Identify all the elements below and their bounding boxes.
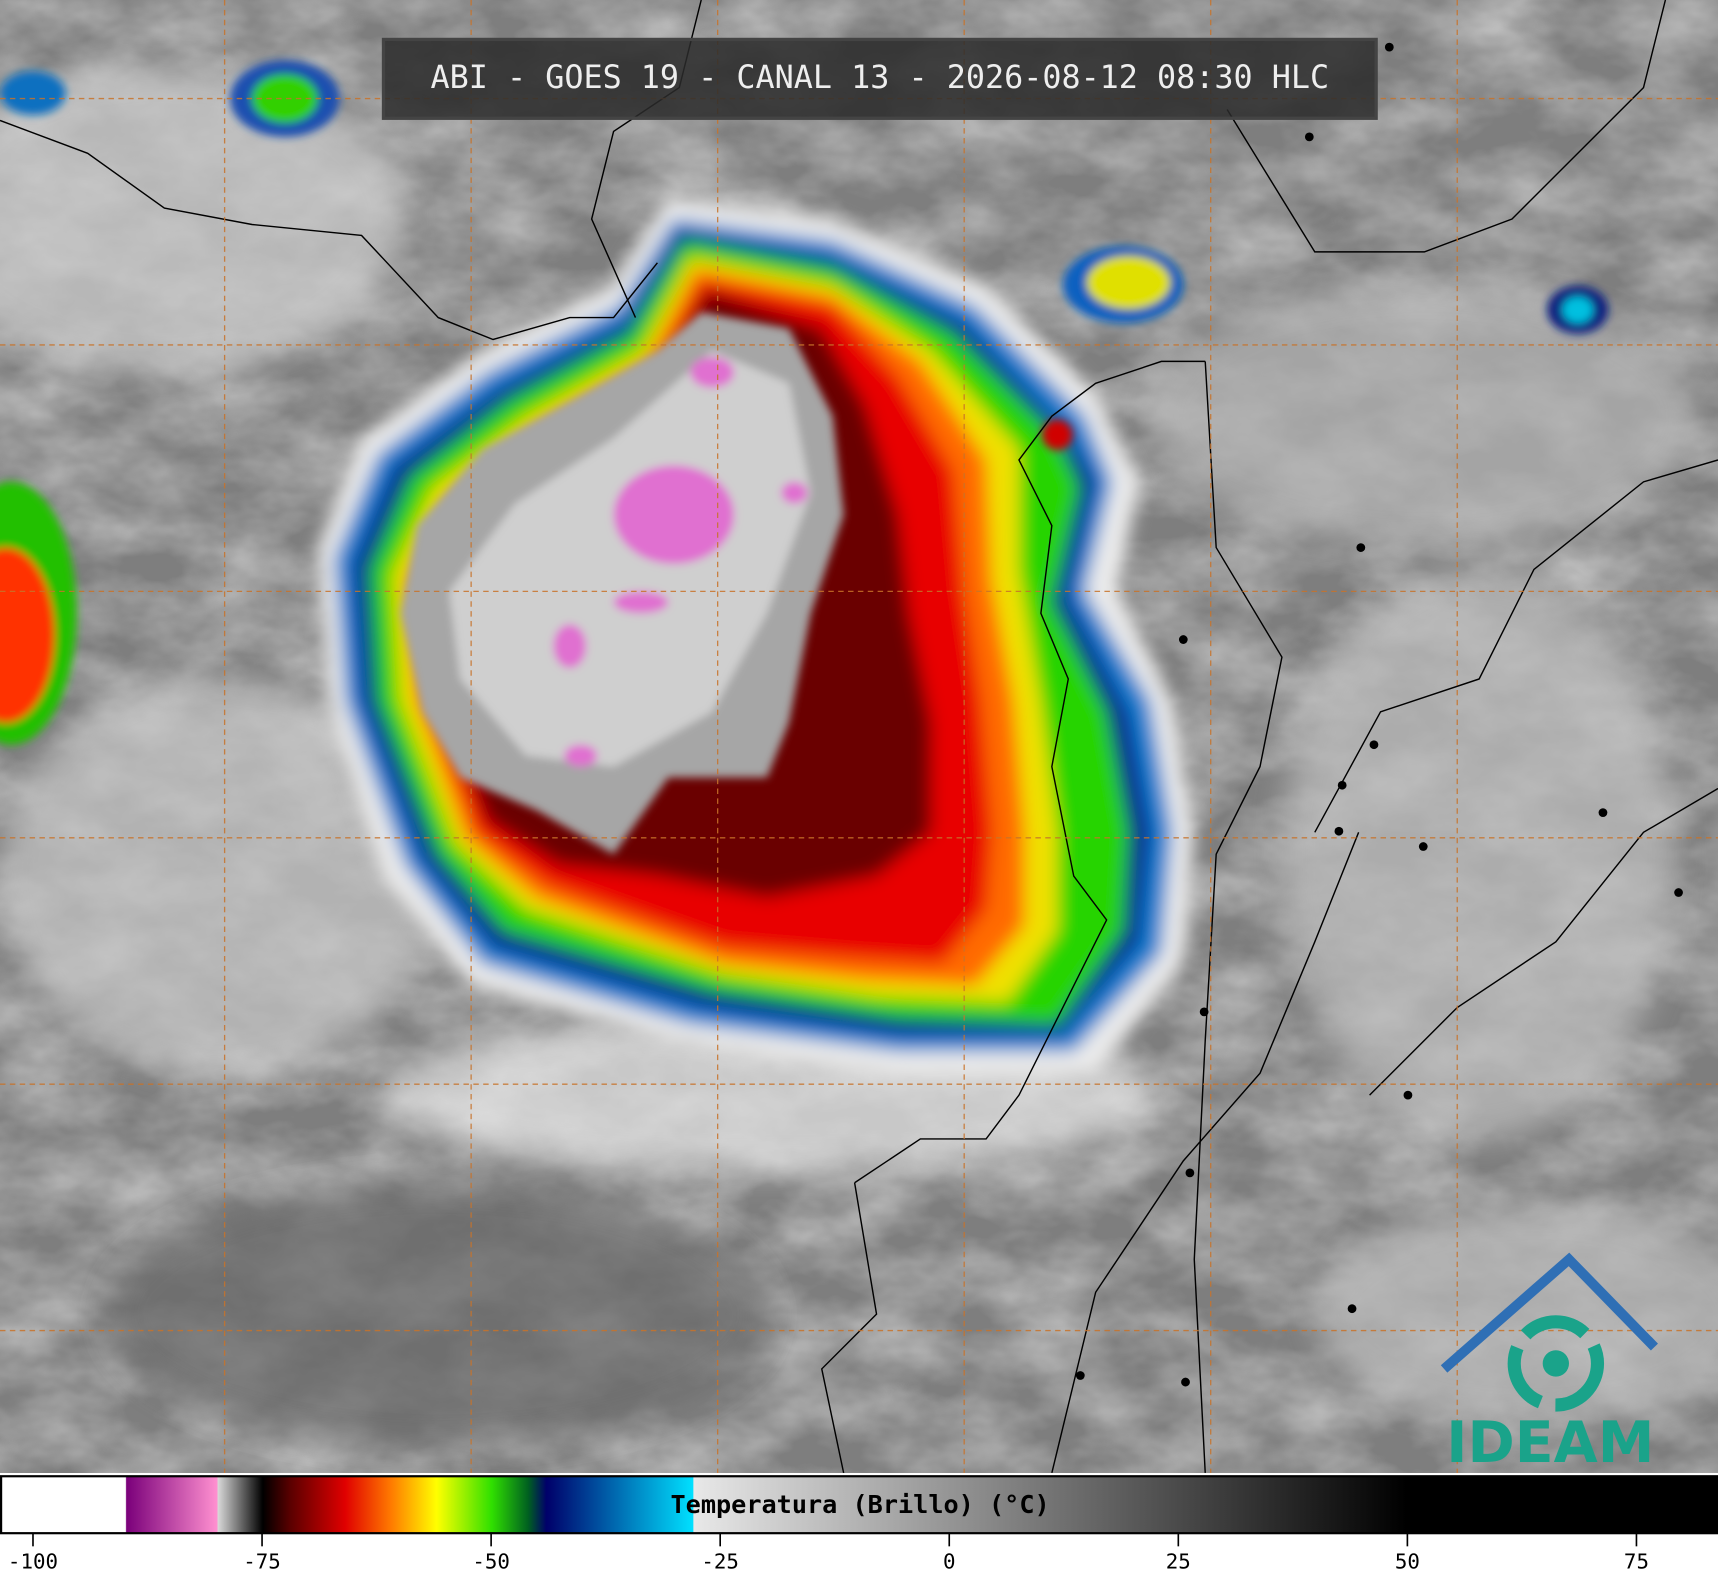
colorbar-tick-label: 75 xyxy=(1624,1550,1649,1574)
graticule xyxy=(0,0,1718,1473)
colorbar-tick-label: -50 xyxy=(472,1550,510,1574)
colorbar: Temperatura (Brillo) (°C) -100 -75 -50 -25 0 2… xyxy=(0,1475,1718,1574)
colorbar-tick-label: -25 xyxy=(701,1550,739,1574)
imagery xyxy=(0,0,1718,1474)
logo: IDEAM xyxy=(1440,1252,1658,1476)
logo-text: IDEAM xyxy=(1446,1410,1654,1476)
colorbar-tick-label: -75 xyxy=(243,1550,281,1574)
title: ABI - GOES 19 - CANAL 13 - 2026-08-12 08… xyxy=(430,60,1329,96)
colorbar-label: Temperatura (Brillo) (°C) xyxy=(670,1490,1049,1519)
colorbar-tick-label: -100 xyxy=(8,1550,58,1574)
colorbar-tick-label: 25 xyxy=(1166,1550,1191,1574)
colorbar-gradient xyxy=(0,1475,1718,1535)
colorbar-tick-label: 50 xyxy=(1395,1550,1420,1574)
title-box xyxy=(381,37,1378,120)
colorbar-tick-label: 0 xyxy=(943,1550,956,1574)
